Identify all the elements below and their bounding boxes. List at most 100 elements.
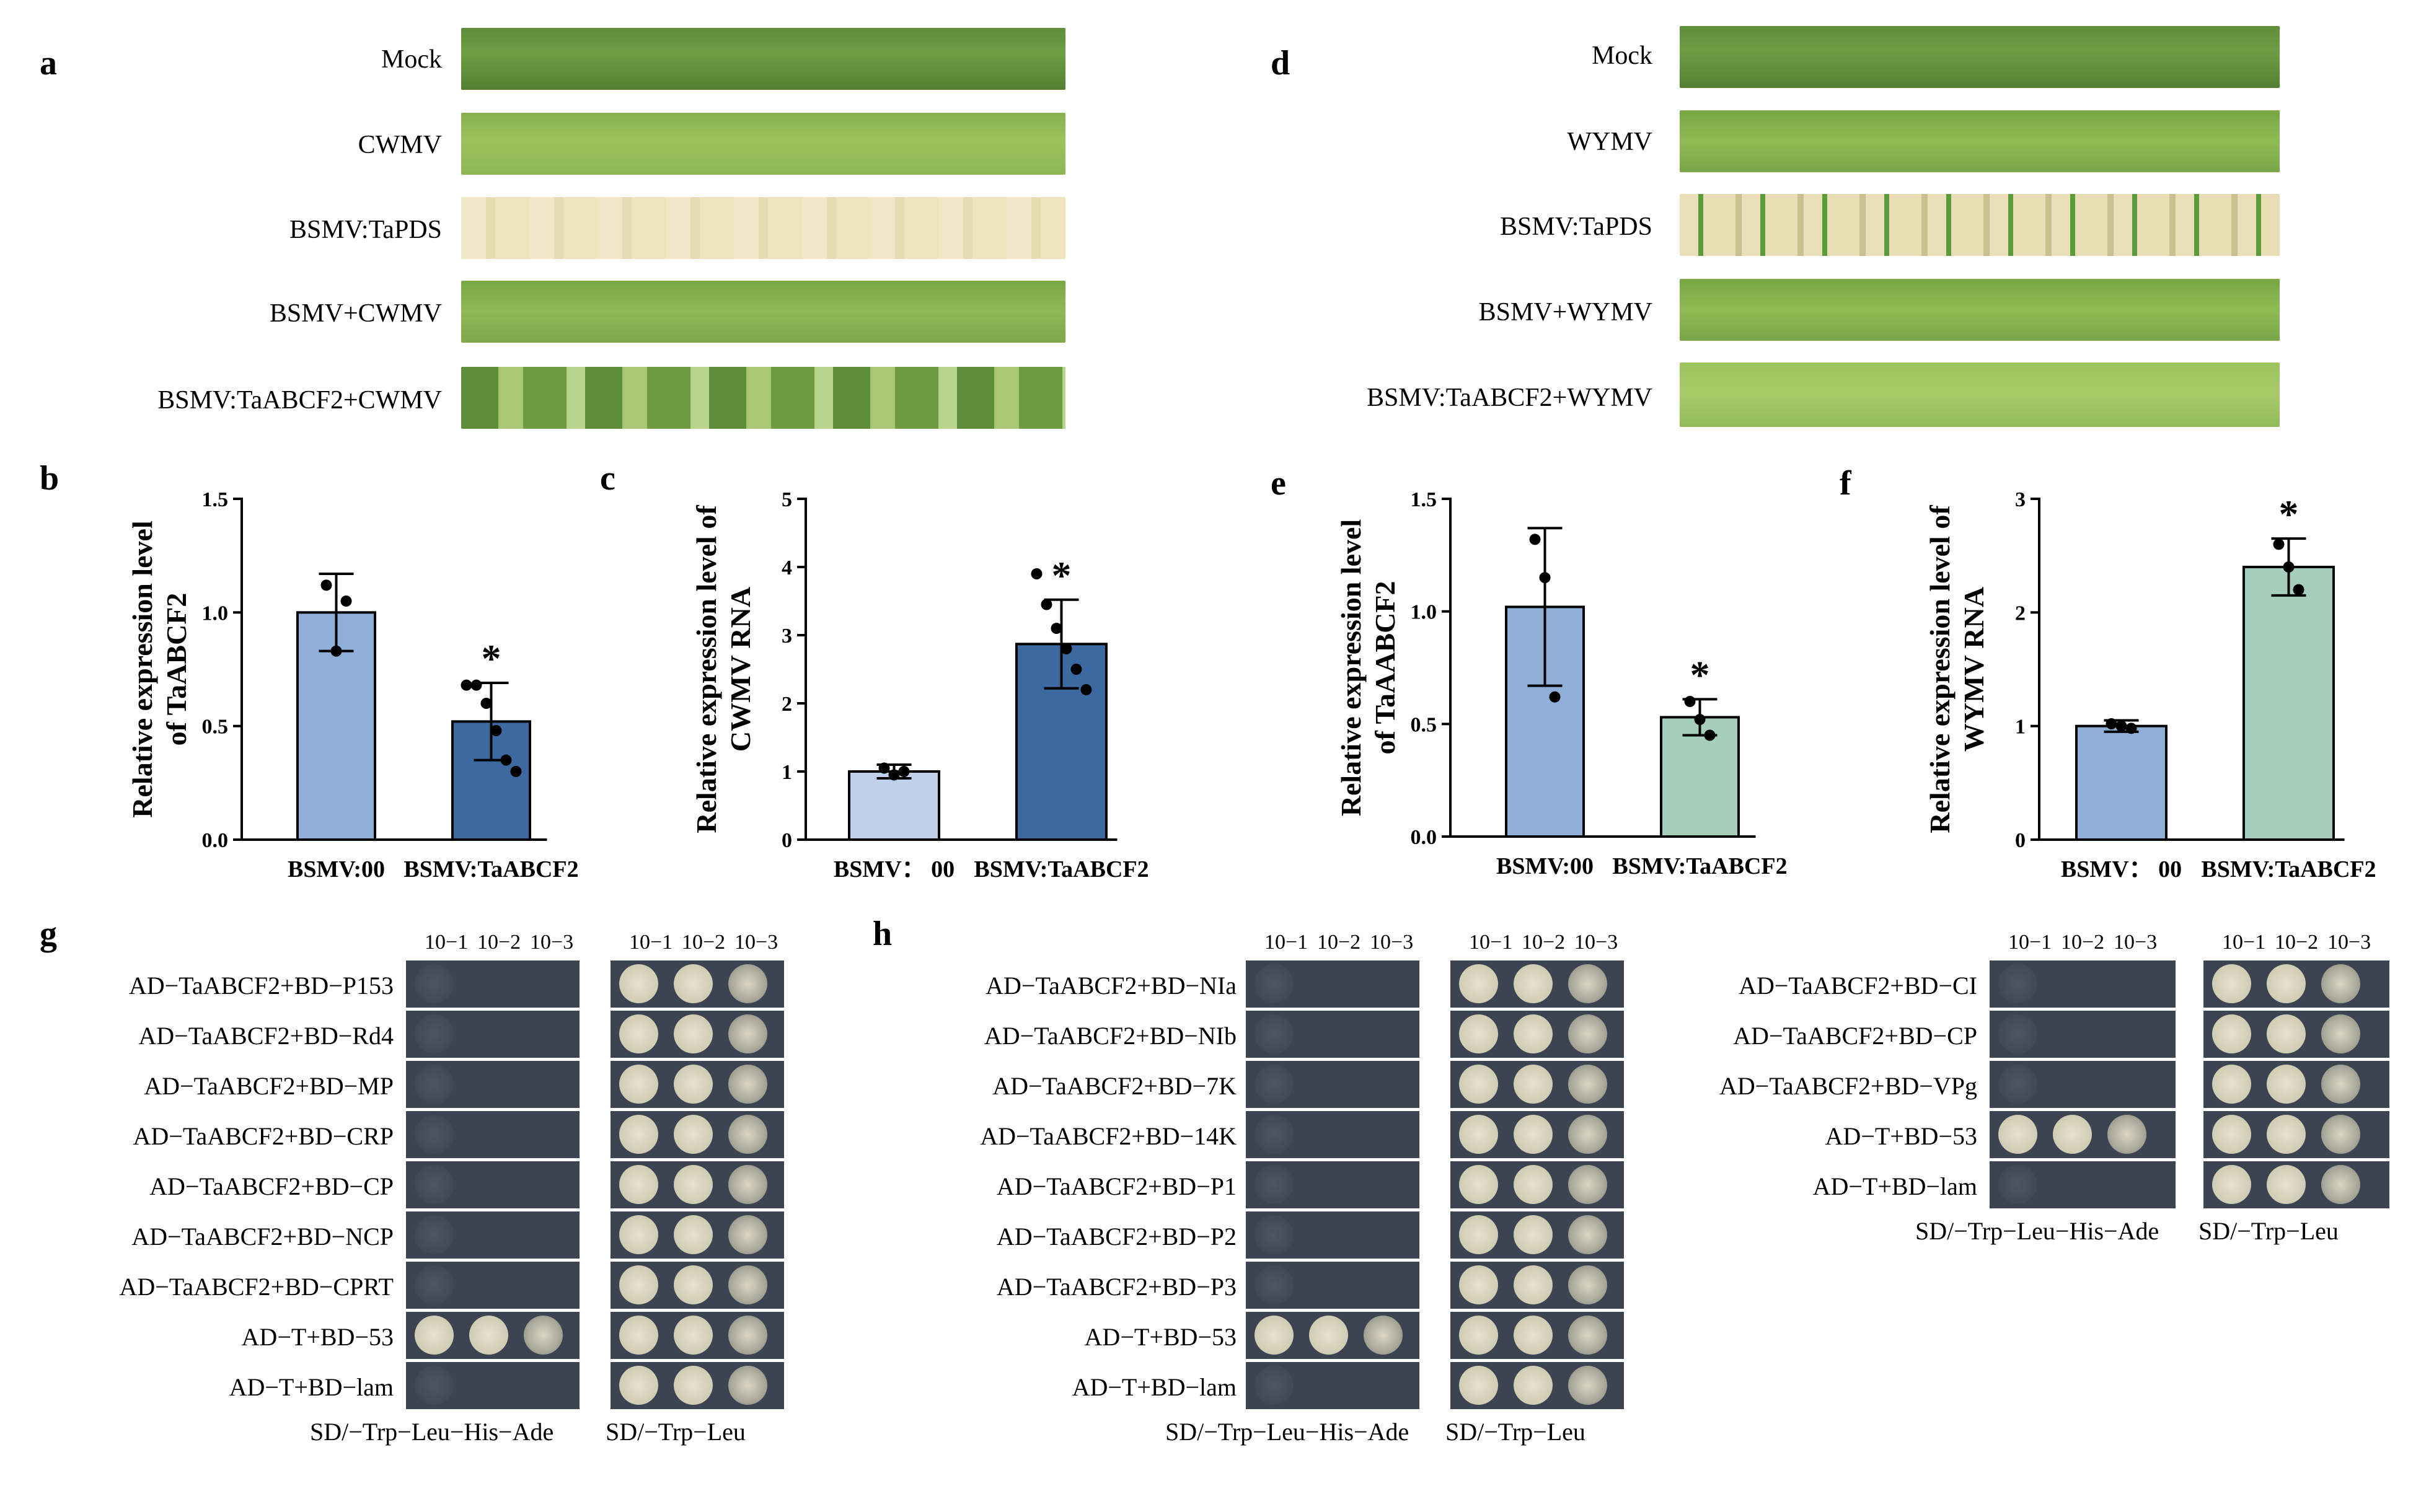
yeast-colony-spot: [1364, 1215, 1403, 1254]
yeast-colony-spot: [1514, 1316, 1553, 1355]
x-category-label: BSMV:TaABCF2: [1612, 853, 1787, 879]
y-tick-label: 1.0: [202, 602, 229, 625]
yeast-row-label: AD−TaABCF2+BD−NIa: [986, 971, 1237, 1000]
data-point: [2273, 538, 2285, 550]
data-point: [320, 579, 332, 591]
leaf-label-mock: Mock: [381, 45, 442, 74]
yeast-colony-spot: [1998, 1014, 2037, 1053]
data-point: [510, 766, 522, 777]
yeast-colony-spot: [1255, 1215, 1294, 1254]
yeast-colony-spot: [2107, 964, 2146, 1003]
bar: [1660, 716, 1740, 838]
yeast-colony-spot: [728, 1165, 767, 1204]
yeast-colony-spot: [674, 1366, 713, 1405]
yeast-colony-spot: [2321, 1165, 2360, 1204]
y-axis-label: Relative expression level of: [690, 505, 722, 833]
yeast-colony-spot: [2107, 1014, 2146, 1053]
yeast-colony-spot: [619, 964, 658, 1003]
yeast-colony-spot: [524, 1215, 563, 1254]
leaf-label-bsmv-wymv: BSMV+WYMV: [1478, 298, 1652, 327]
dilution-label: 10−2: [682, 931, 726, 954]
data-point: [898, 766, 910, 777]
leaf-image-mock: [1680, 26, 2280, 88]
yeast-colony-spot: [1568, 1366, 1607, 1405]
yeast-colony-spot: [469, 1215, 508, 1254]
yeast-colony-spot: [1459, 964, 1498, 1003]
leaf-label-bsmv-cwmv: BSMV+CWMV: [269, 299, 442, 328]
yeast-colony-spot: [415, 1165, 454, 1204]
yeast-colony-spot: [1309, 1065, 1348, 1104]
yeast-row-label: AD−TaABCF2+BD−CI: [1739, 971, 1977, 1000]
yeast-colony-spot: [2267, 1065, 2306, 1104]
yeast-colony-spot: [2212, 1115, 2251, 1154]
yeast-colony-spot: [674, 1065, 713, 1104]
yeast-colony-spot: [1459, 1165, 1498, 1204]
data-point: [470, 679, 482, 691]
data-point: [340, 596, 352, 607]
yeast-colony-spot: [1255, 1165, 1294, 1204]
yeast-row-label: AD−TaABCF2+BD−NCP: [131, 1222, 394, 1250]
yeast-colony-spot: [1459, 1316, 1498, 1355]
yeast-colony-spot: [1514, 1215, 1553, 1254]
yeast-colony-spot: [619, 1065, 658, 1104]
yeast-colony-spot: [674, 1014, 713, 1053]
media-label: SD/−Trp−Leu: [1445, 1418, 1585, 1446]
yeast-row-label: AD−T+BD−lam: [229, 1373, 394, 1401]
yeast-row-label: AD−TaABCF2+BD−P2: [996, 1222, 1237, 1250]
yeast-colony-spot: [1309, 1165, 1348, 1204]
yeast-row-label: AD−TaABCF2+BD−7K: [992, 1071, 1237, 1100]
yeast-colony-spot: [728, 1215, 767, 1254]
yeast-colony-spot: [415, 1065, 454, 1104]
media-label: SD/−Trp−Leu−His−Ade: [310, 1418, 554, 1446]
yeast-colony-spot: [524, 1165, 563, 1204]
dilution-label: 10−2: [477, 931, 521, 954]
yeast-colony-spot: [524, 1366, 563, 1405]
yeast-colony-spot: [1309, 1316, 1348, 1355]
yeast-colony-spot: [728, 1065, 767, 1104]
x-category-label: BSMV： 00: [2061, 856, 2182, 882]
y-tick-label: 0: [2015, 829, 2026, 852]
yeast-colony-spot: [524, 964, 563, 1003]
y-axis-label: of TaAABCF2: [1369, 581, 1401, 755]
dilution-label: 10−2: [2061, 931, 2105, 954]
yeast-row-label: AD−T+BD−lam: [1812, 1172, 1977, 1200]
yeast-colony-spot: [469, 1014, 508, 1053]
yeast-row-label: AD−T+BD−53: [1825, 1122, 1977, 1150]
yeast-colony-spot: [1459, 1065, 1498, 1104]
yeast-colony-spot: [469, 1265, 508, 1304]
yeast-colony-spot: [1459, 1265, 1498, 1304]
yeast-colony-spot: [674, 1215, 713, 1254]
yeast-colony-spot: [1364, 1065, 1403, 1104]
yeast-colony-spot: [2267, 1014, 2306, 1053]
yeast-colony-spot: [1514, 1265, 1553, 1304]
leaf-image-bsmv-cwmv: [461, 281, 1065, 343]
dilution-label: 10−3: [2327, 931, 2371, 954]
dilution-label: 10−1: [2008, 931, 2052, 954]
media-label: SD/−Trp−Leu−His−Ade: [1915, 1217, 2159, 1245]
dilution-label: 10−1: [425, 931, 469, 954]
yeast-row-label: AD−TaABCF2+BD−P153: [128, 971, 394, 1000]
yeast-colony-spot: [1309, 964, 1348, 1003]
yeast-colony-spot: [469, 1115, 508, 1154]
yeast-colony-spot: [524, 1065, 563, 1104]
data-point: [888, 769, 900, 781]
data-point: [1539, 572, 1551, 584]
leaf-image-cwmv: [461, 113, 1065, 175]
leaf-label-mock: Mock: [1592, 42, 1652, 70]
yeast-colony-spot: [524, 1316, 563, 1355]
leaf-label-cwmv: CWMV: [358, 131, 442, 159]
leaf-image-bsmv-wymv: [1680, 279, 2280, 341]
panel-label-b: b: [40, 459, 60, 498]
data-point: [1051, 623, 1062, 634]
data-point: [480, 698, 492, 709]
dilution-label: 10−1: [2222, 931, 2266, 954]
bar-chart-c: 0 1 2 3 4 5 Relative expression level of CWMV R…: [690, 488, 1149, 882]
y-tick-label: 0.0: [202, 829, 229, 852]
leaf-image-wymv: [1680, 110, 2280, 172]
yeast-colony-spot: [619, 1014, 658, 1053]
y-tick-label: 4: [782, 556, 792, 579]
media-label: SD/−Trp−Leu: [2198, 1217, 2339, 1245]
yeast-colony-spot: [415, 1115, 454, 1154]
y-tick-label: 2: [2015, 602, 2026, 625]
yeast-row-label: AD−TaABCF2+BD−MP: [144, 1071, 394, 1100]
